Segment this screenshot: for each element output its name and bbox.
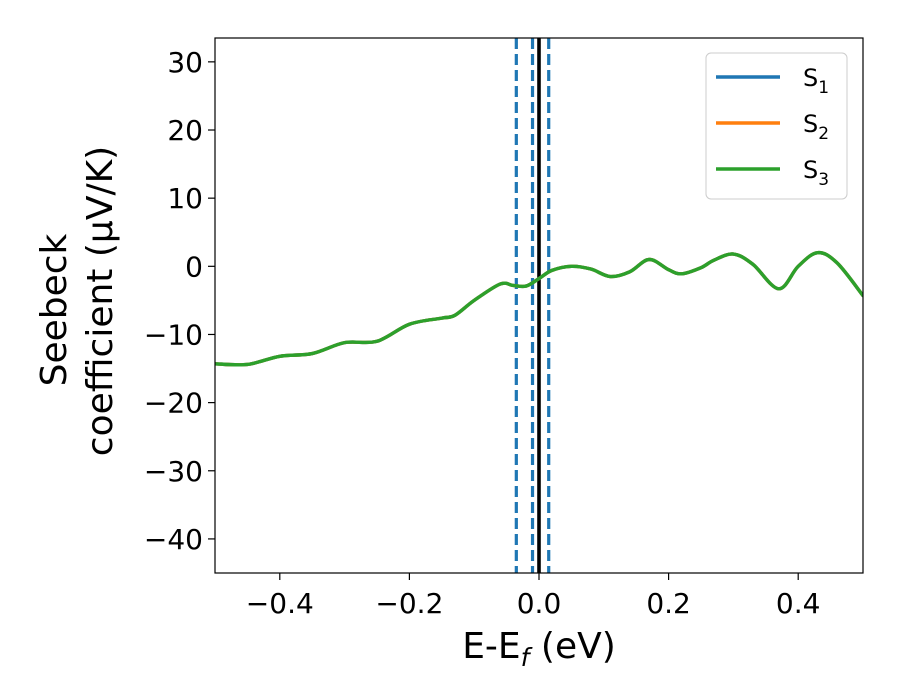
x-tick-label: 0.4	[776, 587, 821, 620]
y-tick-label: 30	[167, 46, 203, 79]
y-axis-title-line1: Seebeck	[34, 233, 75, 386]
x-tick-label: 0.2	[646, 587, 691, 620]
x-tick-label: −0.4	[246, 587, 314, 620]
legend-item-s2: S2	[716, 110, 829, 144]
y-axis-title: Seebeck coefficient (μV/K)	[34, 146, 121, 456]
x-tick-label: 0.0	[517, 587, 562, 620]
y-axis-title-line2: coefficient (μV/K)	[80, 146, 121, 456]
x-axis-title: E-Ef (eV)	[462, 626, 616, 672]
legend-item-s3: S3	[716, 156, 829, 190]
y-tick-label: 0	[185, 250, 203, 283]
legend-item-s1: S1	[716, 64, 829, 98]
x-axis-ticks: −0.4 −0.2 0.0 0.2 0.4	[246, 573, 821, 620]
y-axis-ticks: −40 −30 −20 −10 0 10 20 30	[144, 46, 215, 556]
vertical-lines	[514, 38, 551, 573]
y-tick-label: −30	[144, 455, 203, 488]
legend-label: S1	[803, 64, 829, 98]
legend-label: S3	[803, 156, 829, 190]
legend: S1 S2 S3	[705, 52, 848, 200]
x-tick-label: −0.2	[375, 587, 443, 620]
y-tick-label: −20	[144, 387, 203, 420]
series-lines	[215, 250, 863, 367]
y-tick-label: −40	[144, 523, 203, 556]
legend-label: S2	[803, 110, 829, 144]
y-tick-label: 20	[167, 114, 203, 147]
y-tick-label: −10	[144, 318, 203, 351]
series-line-s3	[215, 250, 863, 367]
y-tick-label: 10	[167, 182, 203, 215]
legend-box	[705, 52, 848, 200]
